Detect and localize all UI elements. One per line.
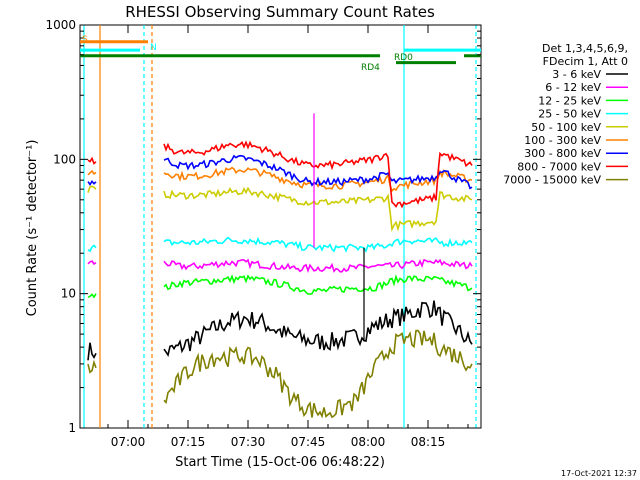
series-line-4-1 xyxy=(163,186,473,232)
x-tick-label-4: 08:00 xyxy=(351,435,386,449)
y-axis-ticks: 1 10 100 1000 xyxy=(45,18,481,435)
legend-header-line-2: FDecim 1, Att 0 xyxy=(543,55,628,68)
series-line-7-0 xyxy=(87,156,97,165)
series-line-6-1 xyxy=(163,154,473,190)
x-tick-label-1: 07:15 xyxy=(171,435,206,449)
legend-label-5: 100 - 300 keV xyxy=(524,134,601,147)
series-line-0-1 xyxy=(163,300,473,358)
series-line-8-0 xyxy=(87,359,97,374)
series-line-3-0 xyxy=(87,244,97,253)
legend-label-8: 7000 - 15000 keV xyxy=(503,174,601,187)
y-axis-label: Count Rate (s⁻¹ detector⁻¹) xyxy=(25,140,40,317)
series-lines xyxy=(87,113,473,419)
legend-label-2: 12 - 25 keV xyxy=(538,94,601,107)
y-tick-label-1: 10 xyxy=(61,287,76,301)
observing-flag-bars xyxy=(80,40,481,65)
x-tick-label-0: 07:00 xyxy=(111,435,146,449)
series-line-1-0 xyxy=(87,260,97,265)
annotation-rd4: RD4 xyxy=(361,63,380,73)
x-axis-label: Start Time (15-Oct-06 06:48:22) xyxy=(175,455,385,470)
plot-frame xyxy=(79,24,482,429)
x-tick-label-3: 07:45 xyxy=(291,435,326,449)
annotation-n: N xyxy=(150,43,157,53)
annotation-rd0: RD0 xyxy=(394,53,413,63)
y-tick-label-2: 100 xyxy=(53,152,76,166)
vertical-markers xyxy=(83,25,477,428)
legend-label-1: 6 - 12 keV xyxy=(545,81,601,94)
series-line-4-0 xyxy=(87,185,97,193)
legend-header-line-1: Det 1,3,4,5,6,9, xyxy=(542,42,628,55)
series-line-8-1 xyxy=(163,329,473,419)
x-tick-label-2: 07:30 xyxy=(231,435,266,449)
series-line-5-1 xyxy=(163,166,473,193)
legend-label-6: 300 - 800 keV xyxy=(524,147,601,160)
chart-title: RHESSI Observing Summary Count Rates xyxy=(125,3,435,21)
x-tick-label-5: 08:15 xyxy=(411,435,446,449)
series-line-0-0 xyxy=(87,342,97,361)
y-tick-label-3: 1000 xyxy=(45,18,76,32)
series-line-1-1 xyxy=(163,258,473,273)
legend-label-3: 25 - 50 keV xyxy=(538,108,601,121)
series-line-7-1 xyxy=(163,140,473,209)
series-line-5-0 xyxy=(87,169,97,176)
series-line-3-1 xyxy=(163,236,473,253)
annotation-s: S xyxy=(82,35,88,45)
legend-label-0: 3 - 6 keV xyxy=(552,68,601,81)
series-line-6-0 xyxy=(87,179,97,186)
legend-label-7: 800 - 7000 keV xyxy=(517,160,601,173)
x-axis-ticks: 07:00 07:15 07:30 07:45 08:00 08:15 xyxy=(107,25,469,449)
timestamp: 17-Oct-2021 12:37 xyxy=(561,469,637,478)
series-line-2-1 xyxy=(163,274,473,295)
legend-label-4: 50 - 100 keV xyxy=(531,121,601,134)
series-line-2-0 xyxy=(87,293,97,299)
y-tick-label-0: 1 xyxy=(68,421,76,435)
